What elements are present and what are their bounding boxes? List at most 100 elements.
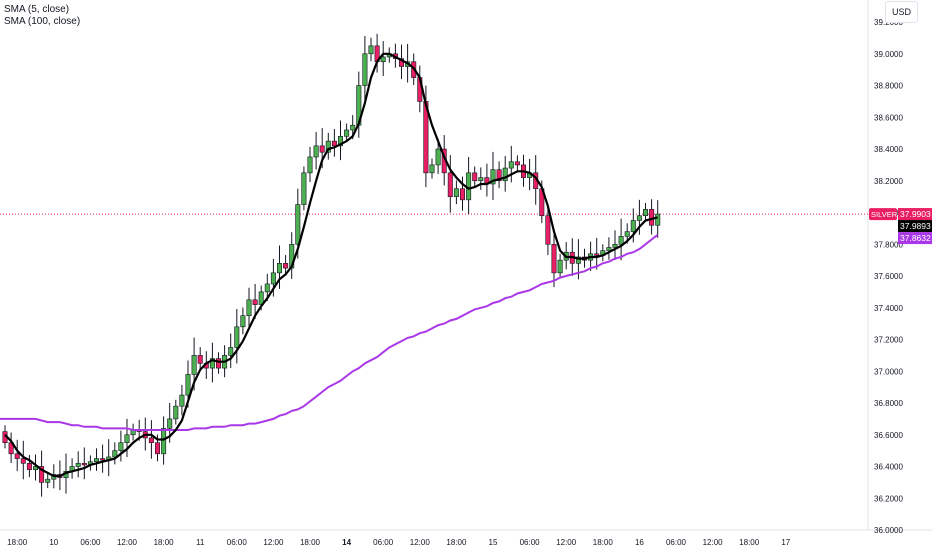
y-tick-label: 38.6000 — [874, 113, 903, 122]
sma100-tag-value: 37.8632 — [900, 233, 931, 243]
y-tick-label: 36.4000 — [874, 463, 903, 472]
candle — [642, 203, 648, 222]
candle — [45, 472, 51, 489]
candle — [234, 309, 240, 364]
candle — [14, 439, 20, 472]
candle — [94, 448, 100, 471]
sma5-tag-value: 37.9893 — [900, 221, 931, 231]
candle — [173, 399, 179, 425]
price-tags: SILVER 37.9903 37.9893 37.8632 — [869, 208, 932, 245]
candle — [118, 430, 124, 462]
candle — [130, 423, 136, 441]
candle — [545, 203, 551, 256]
x-tick-label: 06:00 — [373, 538, 394, 547]
y-tick-label: 37.2000 — [874, 336, 903, 345]
candle — [484, 163, 490, 197]
candle — [478, 167, 484, 190]
candle — [246, 287, 252, 327]
price-axis[interactable]: 36.0000 36.2000 36.4000 36.6000 36.8000 37.00… — [874, 18, 903, 535]
sma100-line — [0, 234, 659, 431]
candle — [301, 166, 307, 211]
y-tick-label: 38.4000 — [874, 145, 903, 154]
y-tick-label: 38.2000 — [874, 177, 903, 186]
candle — [557, 253, 563, 279]
x-tick-label: 12:00 — [263, 538, 284, 547]
candle — [429, 158, 435, 179]
candle — [551, 228, 557, 288]
y-tick-label: 37.0000 — [874, 367, 903, 376]
currency-button[interactable]: USD — [884, 1, 918, 23]
candle — [100, 444, 106, 473]
symbol-tag-label: SILVER — [871, 210, 898, 219]
y-tick-label: 36.2000 — [874, 494, 903, 503]
candle — [8, 432, 14, 463]
candle — [216, 352, 222, 374]
candle — [502, 156, 508, 192]
candle — [472, 166, 478, 187]
y-tick-label: 37.6000 — [874, 272, 903, 281]
candle — [362, 36, 368, 102]
indicator-legend: SMA (5, close) SMA (100, close) — [4, 4, 80, 28]
candle — [124, 418, 130, 457]
candle — [331, 129, 337, 157]
candle — [490, 151, 496, 200]
last-price-tag-value: 37.9903 — [900, 209, 931, 219]
candle — [112, 442, 118, 465]
x-tick-label: 06:00 — [666, 538, 687, 547]
y-tick-label: 36.0000 — [874, 526, 903, 535]
x-tick-label: 06:00 — [227, 538, 248, 547]
candle — [508, 145, 514, 183]
y-tick-label: 37.4000 — [874, 304, 903, 313]
candle — [447, 155, 453, 213]
sma100-tag — [898, 232, 932, 245]
candle — [459, 176, 465, 211]
x-tick-label: 06:00 — [80, 538, 101, 547]
y-tick-label: 38.8000 — [874, 82, 903, 91]
x-tick-label: 18:00 — [300, 538, 321, 547]
candle — [337, 120, 343, 161]
candle — [398, 44, 404, 80]
x-tick-label: 12:00 — [117, 538, 138, 547]
y-tick-label: 36.8000 — [874, 399, 903, 408]
candle — [20, 440, 26, 480]
x-tick-label: 17 — [781, 538, 790, 547]
symbol-tag — [869, 208, 897, 221]
x-tick-label: 18:00 — [593, 538, 614, 547]
time-axis[interactable]: 18:00 10 06:00 12:00 18:00 11 06:00 12:00 18:00 1… — [7, 538, 791, 547]
x-tick-label: 15 — [489, 538, 498, 547]
candle — [313, 131, 319, 170]
x-tick-label: 12:00 — [703, 538, 724, 547]
candle — [106, 439, 112, 477]
candle — [283, 255, 289, 276]
candle — [240, 307, 246, 335]
x-tick-label: 06:00 — [520, 538, 541, 547]
candle — [606, 237, 612, 260]
candle — [344, 123, 350, 143]
candle — [81, 447, 87, 480]
legend-sma100[interactable]: SMA (100, close) — [4, 16, 81, 27]
candle — [453, 180, 459, 205]
candle — [514, 155, 520, 171]
x-tick-label: 10 — [49, 538, 58, 547]
x-tick-label: 18:00 — [154, 538, 175, 547]
candle — [252, 283, 258, 319]
sma5-line — [4, 52, 658, 478]
x-tick-label: 18:00 — [446, 538, 467, 547]
candle — [75, 451, 81, 478]
last-price-tag — [898, 208, 932, 221]
y-tick-label: 39.0000 — [874, 50, 903, 59]
candle — [600, 244, 606, 262]
sma5-tag — [898, 220, 932, 233]
candle — [228, 333, 234, 368]
candle — [39, 450, 45, 497]
candle — [466, 156, 472, 215]
candle — [197, 347, 203, 371]
candle — [69, 458, 75, 479]
candle — [655, 200, 661, 238]
legend-sma5[interactable]: SMA (5, close) — [4, 4, 70, 15]
y-tick-label: 37.8000 — [874, 240, 903, 249]
candle — [380, 41, 386, 77]
candle — [435, 138, 441, 175]
